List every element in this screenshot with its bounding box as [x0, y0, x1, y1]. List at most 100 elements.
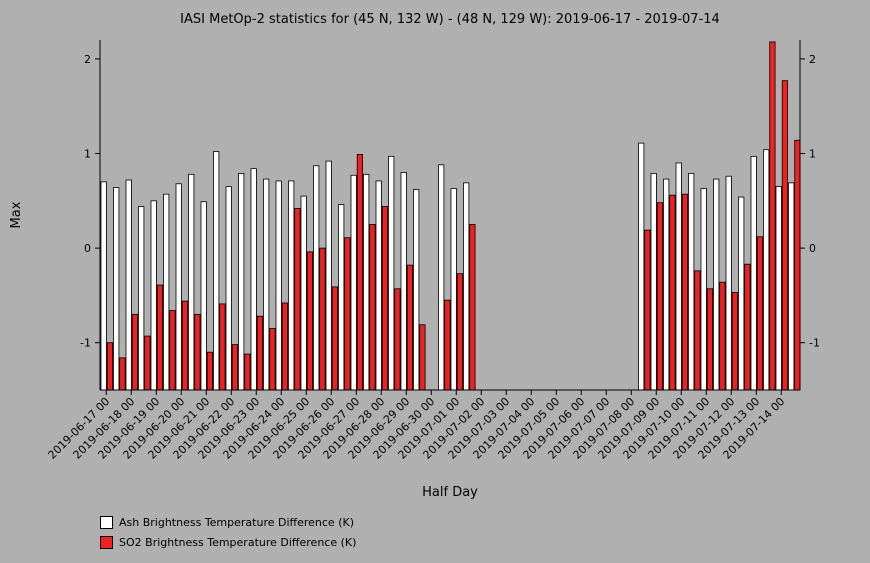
- y-tick-label-right: -1: [809, 337, 820, 350]
- so2-bar: [319, 247, 326, 391]
- ash-bar: [688, 172, 695, 391]
- so2-bar: [231, 344, 238, 391]
- ash-bar: [100, 181, 107, 391]
- legend-swatch-ash: [100, 515, 113, 529]
- so2-bar: [406, 264, 414, 391]
- ash-bar: [400, 172, 407, 391]
- ash-bar: [700, 188, 707, 391]
- so2-bar: [206, 351, 213, 391]
- ash-bar: [375, 180, 382, 391]
- ash-bar: [113, 187, 120, 391]
- y-axis-label: Max: [9, 201, 24, 228]
- ash-bar: [450, 188, 457, 391]
- ash-bar: [638, 142, 645, 391]
- ash-bar: [138, 206, 145, 391]
- so2-bar: [369, 224, 376, 391]
- ash-bar: [713, 178, 720, 391]
- y-tick-label-left: 1: [84, 148, 91, 161]
- x-axis-label: Half Day: [422, 485, 478, 500]
- so2-bar: [444, 299, 451, 391]
- ash-bar: [338, 204, 345, 391]
- ash-bar: [650, 172, 657, 391]
- legend-swatch-so2: [100, 535, 113, 549]
- so2-bar: [244, 353, 251, 391]
- so2-bar: [331, 286, 339, 391]
- so2-bar: [719, 281, 726, 391]
- y-tick-label-left: 0: [84, 242, 91, 255]
- so2-bar: [656, 202, 664, 391]
- ash-bar: [125, 179, 132, 391]
- ash-bar: [263, 178, 270, 391]
- ash-bar: [663, 178, 670, 391]
- so2-bar: [119, 357, 126, 391]
- ash-bar: [725, 175, 732, 391]
- so2-bar: [669, 194, 676, 391]
- so2-bar: [344, 237, 351, 391]
- so2-bar: [794, 139, 801, 391]
- so2-bar: [756, 236, 764, 391]
- so2-bar: [106, 342, 113, 391]
- ash-bar: [175, 183, 182, 391]
- so2-bar: [706, 288, 714, 391]
- legend-item-so2: SO2 Brightness Temperature Difference (K…: [100, 532, 356, 552]
- ash-bar: [788, 182, 795, 391]
- ash-bar: [200, 201, 207, 391]
- legend-label-so2: SO2 Brightness Temperature Difference (K…: [119, 535, 357, 549]
- so2-bar: [694, 270, 701, 391]
- ash-bar: [463, 182, 470, 391]
- y-tick-label-left: -1: [80, 337, 91, 350]
- so2-bar: [356, 154, 364, 391]
- ash-bar: [763, 149, 770, 391]
- ash-bar: [225, 186, 232, 391]
- chart-title: IASI MetOp-2 statistics for (45 N, 132 W…: [180, 12, 720, 27]
- so2-bar: [131, 313, 138, 391]
- so2-bar: [469, 224, 476, 391]
- ash-bar: [300, 195, 307, 391]
- so2-bar: [456, 273, 464, 391]
- so2-bar: [281, 302, 289, 391]
- so2-bar: [306, 251, 314, 391]
- y-tick-label-right: 0: [809, 242, 816, 255]
- ash-bar: [413, 189, 420, 391]
- ash-bar: [313, 165, 320, 391]
- so2-bar: [181, 300, 188, 391]
- so2-bar: [731, 292, 739, 391]
- so2-bar: [156, 284, 163, 391]
- so2-bar: [744, 263, 751, 391]
- so2-bar: [419, 324, 426, 391]
- so2-bar: [269, 328, 276, 391]
- legend-label-ash: Ash Brightness Temperature Difference (K…: [119, 515, 354, 529]
- so2-bar: [169, 310, 176, 391]
- so2-bar: [144, 335, 151, 391]
- ash-bar: [350, 174, 357, 391]
- ash-bar: [275, 180, 282, 391]
- ash-bar: [738, 196, 745, 391]
- ash-bar: [750, 155, 757, 391]
- legend: Ash Brightness Temperature Difference (K…: [100, 512, 356, 552]
- ash-bar: [325, 160, 332, 391]
- y-tick-label-left: 2: [84, 53, 91, 66]
- ash-bar: [675, 162, 682, 391]
- so2-bar: [394, 288, 401, 391]
- so2-bar: [256, 315, 264, 391]
- ash-bar: [250, 168, 257, 391]
- ash-bar: [163, 193, 170, 391]
- y-tick-label-right: 2: [809, 53, 816, 66]
- so2-bar: [194, 313, 201, 391]
- y-tick-label-right: 1: [809, 148, 816, 161]
- ash-bar: [775, 186, 782, 391]
- so2-bar: [644, 229, 651, 391]
- so2-bar: [219, 303, 226, 391]
- ash-bar: [438, 164, 445, 391]
- so2-bar: [781, 80, 789, 391]
- ash-bar: [150, 200, 157, 391]
- ash-bar: [363, 173, 370, 391]
- legend-item-ash: Ash Brightness Temperature Difference (K…: [100, 512, 356, 532]
- ash-bar: [388, 155, 395, 391]
- so2-bar: [381, 206, 389, 391]
- ash-bar: [188, 173, 195, 391]
- ash-bar: [288, 180, 295, 391]
- so2-bar: [681, 193, 689, 391]
- so2-bar: [769, 41, 776, 391]
